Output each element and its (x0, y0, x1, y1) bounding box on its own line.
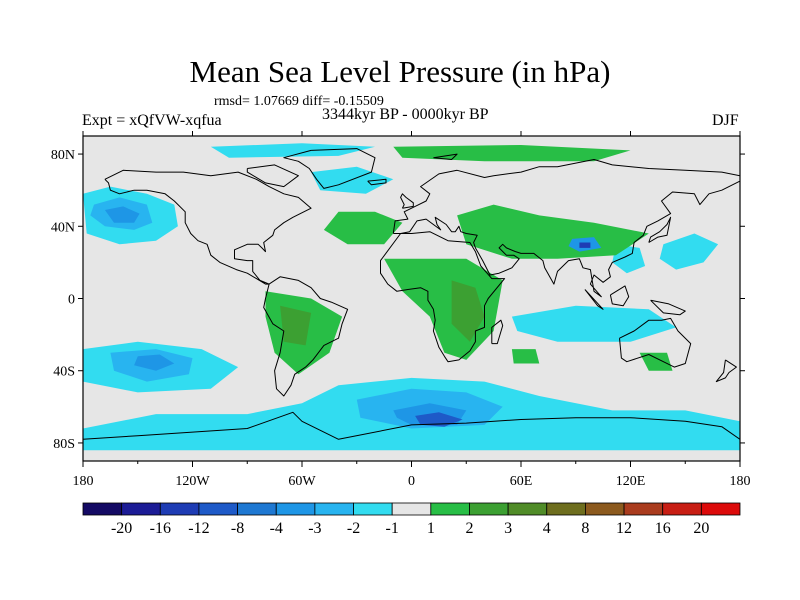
lat-tick-label: 80S (53, 437, 75, 452)
lon-tick-label: 0 (408, 474, 415, 489)
colorbar-label: 3 (504, 520, 512, 537)
coastline-uk (400, 193, 414, 209)
anomaly-region-south-america-high-core (280, 305, 312, 346)
colorbar-swatch (623, 502, 664, 516)
lat-tick-label: 80N (51, 148, 75, 163)
anomaly-region-australia-high (639, 352, 673, 371)
colorbar-swatch (237, 502, 277, 516)
colorbar-swatch (121, 502, 161, 516)
colorbar-swatch (198, 502, 238, 516)
colorbar-swatch (430, 502, 470, 516)
colorbar-label: -2 (347, 520, 360, 537)
lon-tick-label: 120W (175, 474, 210, 489)
colorbar: -20 -16 -12 -8 -4 -3 -2 -1 1 2 3 4 8 12 16 20 (82, 502, 741, 537)
colorbar-swatch (353, 502, 393, 516)
anomaly-region-madagascar-high (511, 349, 540, 364)
anomaly-region-north-atlantic-low (311, 166, 394, 194)
stats-label: rmsd= 1.07669 diff= -0.15509 (214, 94, 384, 109)
colorbar-label: -4 (270, 520, 283, 537)
colorbar-label: 16 (655, 520, 671, 537)
anomaly-region-eurasia-high (457, 204, 649, 259)
colorbar-swatch (469, 502, 509, 516)
anomaly-region-west-pacific-low (659, 233, 719, 270)
coastline-svalbard (433, 153, 458, 160)
colorbar-label: -1 (386, 520, 399, 537)
colorbar-label: -3 (308, 520, 321, 537)
lat-tick-label: 40N (51, 220, 75, 235)
colorbar-swatch (391, 502, 432, 516)
colorbar-swatch (507, 502, 548, 516)
colorbar-label: -20 (111, 520, 132, 537)
coastline-eurasia (392, 159, 740, 298)
colorbar-swatch (700, 502, 741, 516)
colorbar-label: -8 (231, 520, 244, 537)
coastline-new-guinea (650, 299, 686, 316)
colorbar-label: 8 (581, 520, 589, 537)
coastline-borneo (609, 285, 630, 307)
longitude-axis: 180 120W 60W 0 60E 120E 180 (73, 131, 751, 489)
lon-tick-label: 60W (288, 474, 316, 489)
colorbar-swatch (159, 502, 200, 516)
anomaly-region-tibet-low-core (579, 242, 591, 248)
latitude-axis: 80N 40N 0 40S 80S (51, 148, 745, 452)
anomaly-region-arctic-high (393, 145, 631, 162)
anomaly-region-south-pacific-low-core (134, 354, 175, 371)
coastline-japan (648, 216, 672, 243)
pressure-anomaly-fields (83, 143, 740, 451)
lat-tick-label: 0 (68, 293, 75, 308)
colorbar-label: 2 (465, 520, 473, 537)
anomaly-region-north-atlantic-high (323, 211, 403, 245)
lon-tick-label: 180 (730, 474, 751, 489)
coastline-greenland (283, 148, 376, 189)
colorbar-label: 1 (427, 520, 435, 537)
colorbar-swatch (82, 502, 123, 516)
anomaly-region-arctic-low (210, 143, 375, 158)
coastline-iceland (367, 178, 387, 186)
anomaly-region-indian-ocean-low (511, 305, 677, 342)
coastline-south-america (263, 276, 349, 397)
anomaly-region-southern-ocean-core (415, 412, 463, 427)
coastline-baffin (246, 164, 299, 188)
colorbar-label: 4 (543, 520, 551, 537)
colorbar-swatch (314, 502, 354, 516)
lon-tick-label: 180 (73, 474, 94, 489)
colorbar-swatch (275, 502, 316, 516)
coastline-north-america (104, 169, 312, 285)
period-label: 3344kyr BP - 0000kyr BP (322, 106, 489, 123)
colorbar-label: 12 (616, 520, 632, 537)
colorbar-label: 20 (693, 520, 709, 537)
coastlines (83, 148, 740, 440)
season-label: DJF (712, 112, 739, 129)
anomaly-region-africa-high-core (451, 280, 485, 342)
coastline-antarctica (83, 411, 740, 440)
colorbar-swatch (662, 502, 702, 516)
coastline-new-zealand (715, 359, 737, 383)
coastline-madagascar (491, 319, 504, 345)
experiment-label: Expt = xQfVW-xqfua (82, 112, 222, 129)
lon-tick-label: 60E (510, 474, 533, 489)
colorbar-swatch (585, 502, 625, 516)
map-title: Mean Sea Level Pressure (in hPa) (189, 54, 611, 89)
colorbar-label: -12 (188, 520, 209, 537)
anomaly-region-north-pacific-low-core (104, 206, 140, 223)
lon-tick-label: 120E (616, 474, 646, 489)
colorbar-swatch (546, 502, 586, 516)
coastline-sumatra (584, 289, 604, 310)
map-plot-area (83, 136, 740, 461)
lat-tick-label: 40S (53, 365, 75, 380)
coastline-australia (619, 317, 692, 368)
coastline-africa (380, 231, 506, 363)
colorbar-label: -16 (150, 520, 171, 537)
